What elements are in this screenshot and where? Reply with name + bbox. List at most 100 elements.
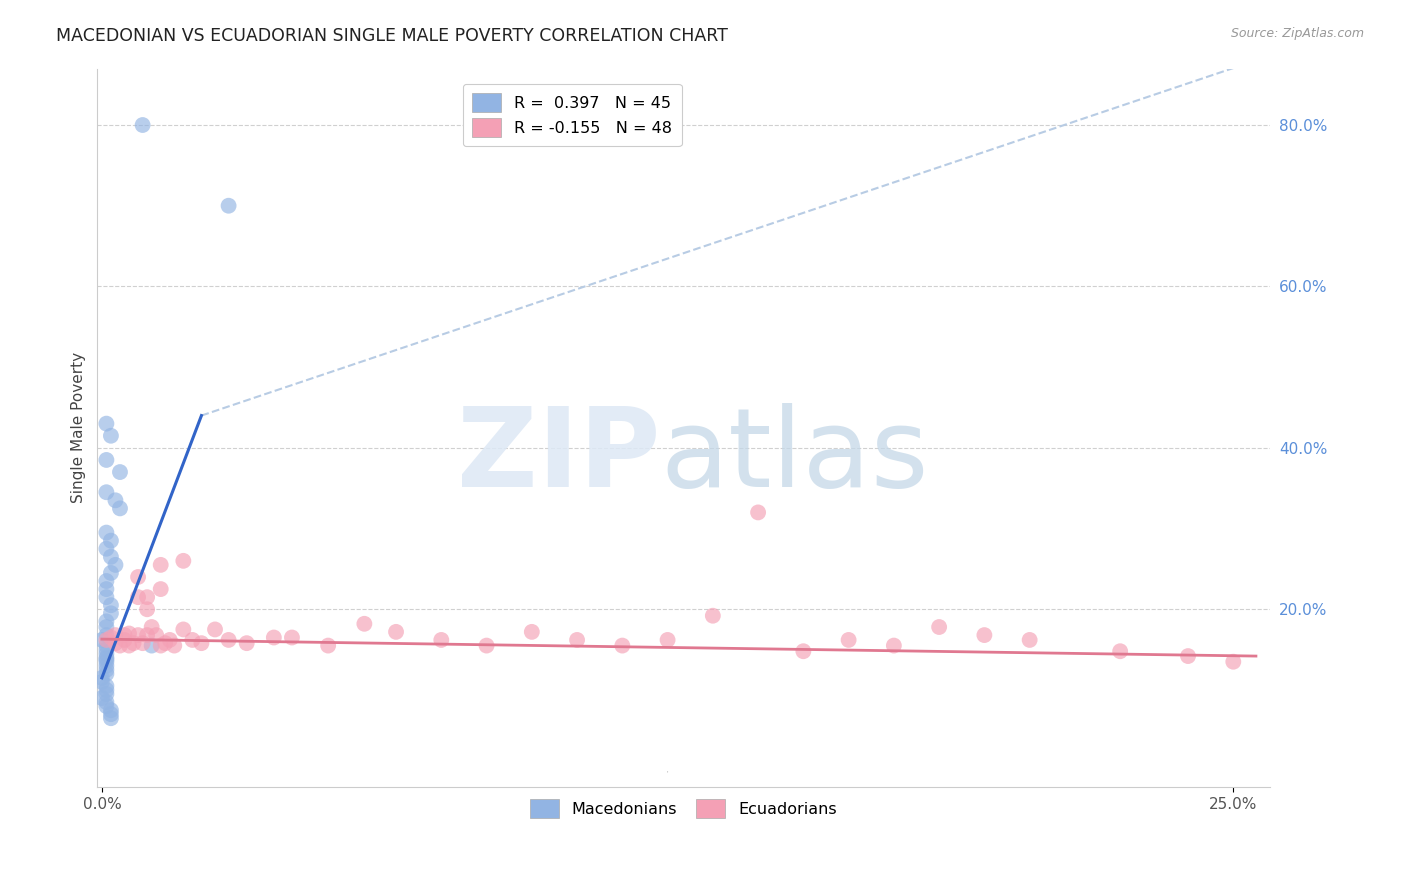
Point bbox=[235, 636, 257, 650]
Point bbox=[108, 465, 131, 479]
Point bbox=[96, 655, 118, 669]
Point bbox=[100, 711, 122, 725]
Point bbox=[1018, 632, 1040, 647]
Point bbox=[108, 639, 131, 653]
Point bbox=[96, 647, 118, 661]
Point bbox=[96, 666, 118, 681]
Point bbox=[96, 417, 118, 431]
Point bbox=[100, 566, 122, 580]
Point bbox=[90, 674, 112, 689]
Point bbox=[1177, 649, 1199, 664]
Point bbox=[96, 615, 118, 629]
Point bbox=[149, 558, 172, 572]
Point bbox=[118, 626, 141, 640]
Point bbox=[96, 695, 118, 709]
Text: Source: ZipAtlas.com: Source: ZipAtlas.com bbox=[1230, 27, 1364, 40]
Point bbox=[96, 652, 118, 666]
Point bbox=[657, 632, 679, 647]
Point bbox=[90, 632, 112, 647]
Point bbox=[838, 632, 860, 647]
Point bbox=[127, 590, 149, 604]
Point bbox=[1109, 644, 1132, 658]
Point bbox=[118, 639, 141, 653]
Point bbox=[100, 428, 122, 442]
Point bbox=[96, 620, 118, 634]
Point bbox=[96, 632, 118, 647]
Point bbox=[190, 636, 212, 650]
Point bbox=[263, 631, 285, 645]
Point bbox=[100, 599, 122, 613]
Point bbox=[96, 683, 118, 698]
Point bbox=[96, 639, 118, 653]
Point bbox=[104, 628, 127, 642]
Point bbox=[96, 650, 118, 665]
Point bbox=[122, 636, 145, 650]
Point bbox=[1222, 655, 1244, 669]
Point bbox=[96, 679, 118, 693]
Point bbox=[96, 582, 118, 596]
Legend: Macedonians, Ecuadorians: Macedonians, Ecuadorians bbox=[522, 791, 845, 825]
Point bbox=[136, 602, 159, 616]
Point bbox=[96, 628, 118, 642]
Point bbox=[96, 485, 118, 500]
Point bbox=[96, 658, 118, 673]
Point bbox=[475, 639, 498, 653]
Point bbox=[145, 628, 167, 642]
Point bbox=[100, 533, 122, 548]
Point bbox=[141, 639, 163, 653]
Point bbox=[136, 590, 159, 604]
Point bbox=[131, 118, 153, 132]
Text: ZIP: ZIP bbox=[457, 403, 659, 510]
Point bbox=[104, 636, 127, 650]
Point bbox=[104, 558, 127, 572]
Point bbox=[218, 199, 240, 213]
Point bbox=[100, 549, 122, 564]
Point bbox=[100, 607, 122, 621]
Point bbox=[100, 703, 122, 717]
Point bbox=[385, 624, 408, 639]
Point bbox=[612, 639, 634, 653]
Point bbox=[141, 620, 163, 634]
Text: atlas: atlas bbox=[659, 403, 928, 510]
Point bbox=[163, 639, 186, 653]
Point bbox=[100, 631, 122, 645]
Point bbox=[108, 501, 131, 516]
Point bbox=[565, 632, 588, 647]
Point bbox=[316, 639, 339, 653]
Point bbox=[96, 525, 118, 540]
Y-axis label: Single Male Poverty: Single Male Poverty bbox=[72, 352, 86, 503]
Point bbox=[702, 608, 724, 623]
Point bbox=[149, 639, 172, 653]
Point bbox=[136, 628, 159, 642]
Point bbox=[218, 632, 240, 647]
Point bbox=[149, 582, 172, 596]
Text: MACEDONIAN VS ECUADORIAN SINGLE MALE POVERTY CORRELATION CHART: MACEDONIAN VS ECUADORIAN SINGLE MALE POV… bbox=[56, 27, 728, 45]
Point bbox=[747, 505, 769, 519]
Point bbox=[127, 628, 149, 642]
Point bbox=[114, 632, 136, 647]
Point bbox=[96, 642, 118, 657]
Point bbox=[96, 453, 118, 467]
Point bbox=[520, 624, 543, 639]
Point bbox=[172, 623, 194, 637]
Point bbox=[181, 632, 204, 647]
Point bbox=[928, 620, 950, 634]
Point bbox=[96, 541, 118, 556]
Point bbox=[792, 644, 814, 658]
Point bbox=[159, 632, 181, 647]
Point bbox=[973, 628, 995, 642]
Point bbox=[430, 632, 453, 647]
Point bbox=[90, 671, 112, 685]
Point bbox=[96, 590, 118, 604]
Point bbox=[127, 570, 149, 584]
Point bbox=[96, 574, 118, 588]
Point bbox=[96, 687, 118, 701]
Point bbox=[104, 493, 127, 508]
Point bbox=[204, 623, 226, 637]
Point bbox=[114, 628, 136, 642]
Point bbox=[100, 707, 122, 722]
Point bbox=[155, 636, 177, 650]
Point bbox=[131, 636, 153, 650]
Point bbox=[172, 554, 194, 568]
Point bbox=[281, 631, 304, 645]
